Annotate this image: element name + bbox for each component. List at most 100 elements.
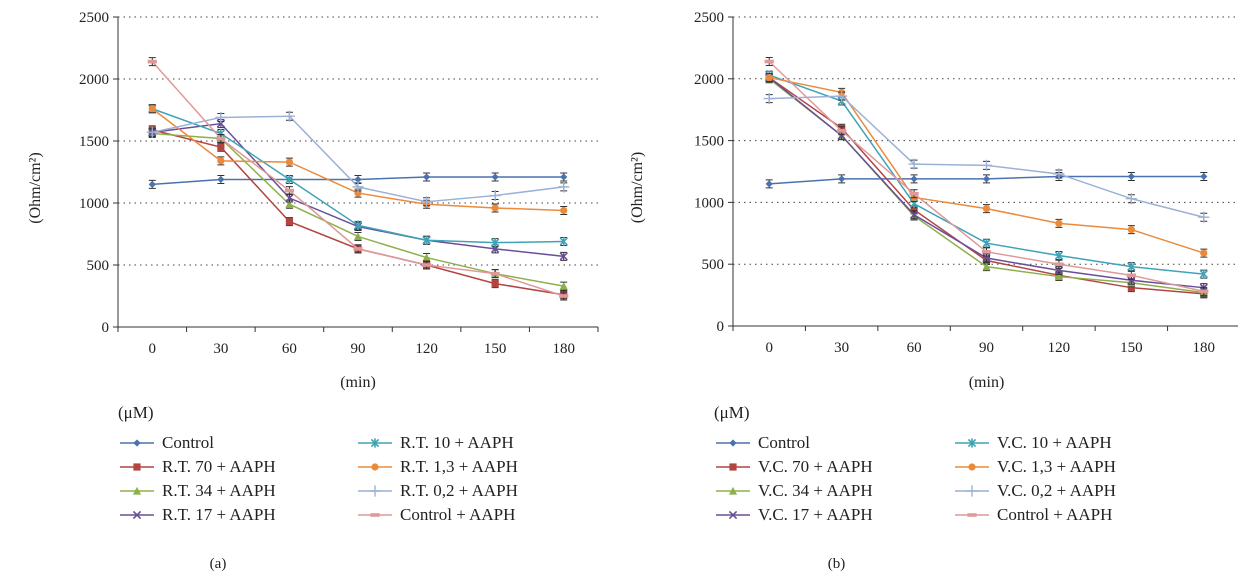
data-point <box>560 206 568 215</box>
legend-item: Control <box>716 433 810 452</box>
data-point <box>765 73 773 82</box>
x-axis-label: (min) <box>969 374 1005 391</box>
data-point <box>982 262 991 271</box>
data-point <box>217 175 225 184</box>
legend-swatch-marker <box>133 439 141 447</box>
legend-label: R.T. 0,2 + AAPH <box>400 481 518 500</box>
data-point <box>1054 250 1064 261</box>
data-point <box>1127 262 1136 272</box>
data-point <box>559 236 568 247</box>
data-point <box>422 173 431 181</box>
chart-panel-b: 0 500 1000 1500 2000 2500 0 30 60 90 120 150 180 (min… <box>629 10 1238 572</box>
data-point <box>560 173 568 181</box>
data-point <box>1053 168 1065 180</box>
series-line <box>769 95 1204 218</box>
data-point <box>148 180 156 188</box>
data-point <box>909 191 919 196</box>
legend-label: R.T. 70 + AAPH <box>162 457 276 476</box>
data-point <box>422 253 431 262</box>
series-v-c-34-aaph <box>765 74 1208 298</box>
legend-unit: (μM) <box>714 403 750 422</box>
data-point <box>1198 211 1210 223</box>
legend-item: R.T. 34 + AAPH <box>120 481 276 500</box>
data-point <box>285 174 294 185</box>
data-point <box>1127 172 1135 181</box>
series-v-c-0-2-aaph <box>763 90 1210 223</box>
x-tick-label: 150 <box>484 341 507 357</box>
series-line <box>152 129 564 296</box>
x-tick-label: 120 <box>1048 340 1071 356</box>
x-tick-label: 30 <box>213 341 228 357</box>
legend-unit: (μM) <box>118 403 154 422</box>
data-point <box>910 175 918 183</box>
series-control-aaph <box>764 56 1209 296</box>
legend: (μM) Control V.C. 70 + AAPH V.C. 34 + AAPH V… <box>714 403 1116 524</box>
series-r-t-70-aaph <box>148 125 568 300</box>
data-point <box>285 218 294 226</box>
data-point <box>422 235 431 245</box>
data-point <box>982 238 991 248</box>
legend-item: R.T. 1,3 + AAPH <box>358 457 518 476</box>
data-point <box>764 59 774 64</box>
panel-label: (a) <box>210 556 227 572</box>
legend-label: R.T. 34 + AAPH <box>162 481 276 500</box>
legend-swatch-marker <box>133 463 141 471</box>
data-point <box>421 263 432 267</box>
data-point <box>1127 284 1135 292</box>
x-tick-label: 120 <box>415 341 438 357</box>
x-tick-label: 30 <box>834 340 849 356</box>
data-point <box>148 105 156 113</box>
data-point <box>559 252 568 261</box>
data-point <box>353 232 363 241</box>
legend-swatch-marker <box>370 513 380 517</box>
legend-swatch-marker <box>967 513 977 517</box>
data-point <box>285 158 294 166</box>
x-tick-label: 90 <box>979 340 994 356</box>
y-axis-label: (Ohm/cm²) <box>27 152 44 223</box>
series-control-aaph <box>147 57 569 301</box>
data-point <box>981 250 992 254</box>
data-point <box>283 110 296 122</box>
data-point <box>491 280 499 288</box>
data-point <box>1127 276 1136 285</box>
data-point <box>838 175 846 183</box>
y-axis-label: (Ohm/cm²) <box>629 152 646 223</box>
legend-swatch-marker <box>371 463 379 471</box>
series-control <box>765 171 1208 189</box>
data-point <box>285 200 294 208</box>
data-point <box>490 271 500 276</box>
legend-item: V.C. 34 + AAPH <box>716 481 873 500</box>
legend-item: V.C. 17 + AAPH <box>716 505 873 524</box>
data-point <box>215 111 227 124</box>
legend-swatch-marker <box>729 439 737 447</box>
x-tick-label: 180 <box>1193 340 1216 356</box>
data-point <box>490 238 500 248</box>
data-point <box>836 90 848 102</box>
legend-item: Control <box>120 433 214 452</box>
data-point <box>982 175 991 183</box>
data-point <box>908 158 920 170</box>
y-tick-label: 2500 <box>694 10 724 26</box>
legend-swatch-marker <box>728 510 738 520</box>
data-point <box>1199 269 1208 279</box>
legend-swatch-marker <box>729 463 737 471</box>
x-tick-label: 180 <box>552 341 575 357</box>
x-tick-label: 60 <box>907 340 922 356</box>
legend-label: V.C. 17 + AAPH <box>758 505 873 524</box>
legend-swatch-marker <box>132 510 142 520</box>
data-point <box>217 143 225 151</box>
x-tick-label: 90 <box>351 341 366 357</box>
data-point <box>353 247 363 251</box>
y-tick-label: 1000 <box>79 196 109 212</box>
data-point <box>284 188 295 193</box>
y-tick-label: 0 <box>717 319 725 335</box>
legend-swatch-marker <box>370 438 380 448</box>
data-point <box>146 126 158 138</box>
series-r-t-0-2-aaph <box>146 110 570 208</box>
data-point <box>909 210 919 219</box>
data-point <box>765 180 773 188</box>
data-point <box>1054 262 1064 266</box>
legend-swatch-marker <box>966 485 978 497</box>
data-point <box>837 128 847 133</box>
